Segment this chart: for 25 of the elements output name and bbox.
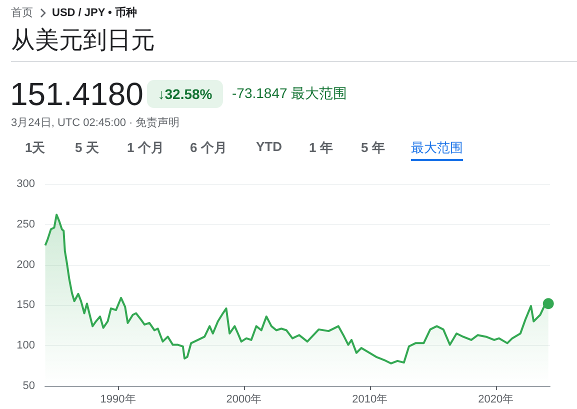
text: 151.4180: [10, 76, 144, 113]
y-tick-label: 150: [16, 299, 35, 312]
x-tick-label: 2000年: [226, 394, 262, 406]
x-tick-label: 2010年: [352, 394, 388, 406]
y-tick-label: 100: [16, 340, 35, 352]
text: 5 年: [361, 139, 385, 157]
y-tick-label: 200: [16, 258, 35, 271]
text: 5 天: [75, 139, 99, 157]
chart-title: 从美元到日元: [11, 26, 155, 56]
text: USD / JPY • 币种: [52, 6, 137, 20]
y-tick-label: 300: [16, 178, 35, 190]
text: 最大范围: [411, 139, 463, 161]
text: 首页: [11, 6, 33, 20]
text: -73.1847 最大范围: [232, 85, 348, 103]
text: YTD: [256, 139, 282, 156]
text: 1 个月: [127, 139, 164, 157]
text: ↓32.58%: [147, 80, 223, 108]
y-tick-label: 250: [16, 218, 35, 230]
text: 1天: [25, 139, 46, 157]
text: 6 个月: [190, 139, 227, 157]
y-tick-label: 50: [22, 380, 35, 392]
text: 3月24日, UTC 02:45:00 · 免责声明: [11, 116, 180, 130]
x-tick-label: 1990年: [100, 394, 136, 406]
text: 1 年: [309, 139, 333, 157]
x-tick-label: 2020年: [478, 394, 514, 406]
